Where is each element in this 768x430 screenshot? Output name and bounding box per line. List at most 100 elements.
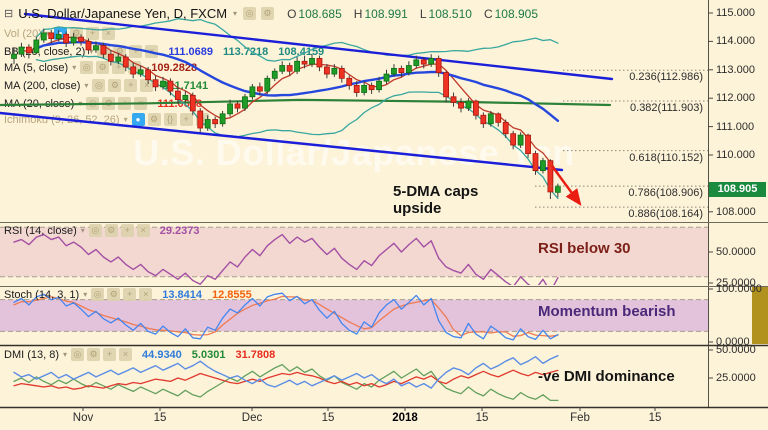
- price-tick-label: 112.000: [716, 92, 755, 105]
- candle: [115, 56, 122, 62]
- dmi-tick-label: 50.0000: [716, 344, 756, 356]
- candle: [458, 102, 464, 109]
- candle: [368, 85, 375, 91]
- eye-icon[interactable]: ◎: [88, 224, 102, 237]
- symbol-title[interactable]: U.S. Dollar/Japanese Yen, D, FXCM: [18, 6, 228, 21]
- dmi-pane[interactable]: [13, 355, 559, 402]
- close-icon[interactable]: ×: [136, 224, 150, 237]
- candle: [547, 160, 554, 193]
- indicator-3-label[interactable]: MA (200, close): [4, 79, 81, 92]
- chevron-down-icon[interactable]: ▾: [80, 226, 85, 235]
- stoch-tick-label: 100.0000: [716, 283, 762, 295]
- dmi-header-value: 5.0301: [191, 348, 226, 361]
- rsi-pane[interactable]: [13, 233, 559, 292]
- gear-icon[interactable]: ⚙: [87, 348, 101, 361]
- dmi-header-label[interactable]: DMI (13, 8): [4, 348, 60, 361]
- collapse-pane-icon[interactable]: ⊟: [4, 8, 14, 20]
- candle: [450, 96, 457, 103]
- price-tick-label: 114.000: [716, 35, 755, 48]
- chevron-down-icon[interactable]: ▾: [84, 81, 89, 90]
- stoch-pane[interactable]: [13, 292, 559, 341]
- gear-icon[interactable]: ⚙: [107, 288, 121, 301]
- main-pane[interactable]: [0, 12, 614, 200]
- chevron-down-icon[interactable]: ▾: [89, 47, 94, 56]
- close-icon[interactable]: ×: [119, 348, 133, 361]
- stoch-header-label[interactable]: Stoch (14, 3, 1): [4, 288, 80, 301]
- bb-upper-line: [35, 18, 559, 62]
- candle: [331, 67, 338, 75]
- candle: [256, 86, 263, 92]
- gear-icon[interactable]: ⚙: [96, 61, 110, 74]
- gear-icon[interactable]: ⚙: [113, 45, 127, 58]
- gear-icon[interactable]: ⚙: [108, 79, 122, 92]
- candle: [413, 59, 420, 66]
- stoch-header-value: 13.8414: [162, 288, 202, 301]
- stoch-header-row: Stoch (14, 3, 1) ▾ ◎ ⚙ + × 13.8414 12.8555: [4, 288, 252, 301]
- price-tick-label: 111.000: [716, 120, 755, 133]
- source-code-icon[interactable]: {}: [163, 113, 177, 126]
- chevron-down-icon[interactable]: ▾: [63, 350, 68, 359]
- chevron-down-icon[interactable]: ▾: [233, 9, 238, 18]
- trendline-2[interactable]: [0, 111, 564, 172]
- candle: [286, 65, 293, 72]
- fib-level-label: 0.786(108.906): [628, 187, 703, 200]
- ohlc-letter: O: [287, 6, 297, 21]
- indicator-1-value: 111.0689: [168, 45, 214, 58]
- eye-icon[interactable]: ◎: [71, 348, 85, 361]
- rsi-line: [13, 233, 559, 285]
- dmi-plus-line: [13, 363, 559, 402]
- add-indicator-icon[interactable]: +: [124, 79, 138, 92]
- rsi-header-value: 29.2373: [159, 224, 200, 237]
- gear-icon[interactable]: ⚙: [147, 113, 161, 126]
- chevron-down-icon[interactable]: ▾: [45, 29, 50, 38]
- indicator-2-label[interactable]: MA (5, close): [4, 61, 69, 74]
- candle: [174, 90, 181, 101]
- trendline-1[interactable]: [23, 12, 614, 81]
- candle: [130, 66, 137, 75]
- close-icon[interactable]: ×: [101, 27, 115, 40]
- candle: [338, 67, 345, 79]
- add-indicator-icon[interactable]: +: [123, 288, 137, 301]
- chevron-down-icon[interactable]: ▾: [72, 63, 77, 72]
- candle: [435, 58, 442, 74]
- eye-icon[interactable]: ◎: [243, 7, 257, 20]
- add-indicator-icon[interactable]: +: [103, 348, 117, 361]
- candle: [472, 100, 479, 116]
- ohlc-value: 108.905: [494, 6, 538, 21]
- candle: [398, 67, 405, 74]
- add-indicator-icon[interactable]: +: [179, 113, 193, 126]
- ohlc-c: C 108.905: [484, 7, 538, 21]
- eye-icon[interactable]: ◎: [80, 61, 94, 74]
- down-arrow[interactable]: [551, 165, 582, 206]
- candle: [487, 113, 494, 125]
- candle: [495, 113, 502, 123]
- candle: [85, 41, 92, 51]
- candle: [264, 77, 271, 92]
- eye-icon[interactable]: ●: [131, 113, 145, 126]
- gear-icon[interactable]: ⚙: [261, 7, 275, 20]
- close-icon[interactable]: ×: [139, 288, 153, 301]
- gear-icon[interactable]: ⚙: [104, 224, 118, 237]
- bb-basis-line: [35, 40, 560, 123]
- date-label: Feb: [570, 412, 590, 424]
- candle: [197, 110, 204, 129]
- rsi-header-values: 29.2373: [160, 225, 200, 237]
- indicator-0-label[interactable]: Vol (20): [4, 27, 42, 40]
- eye-icon[interactable]: ◎: [92, 79, 106, 92]
- candle: [480, 114, 487, 125]
- eye-icon[interactable]: ◎: [91, 288, 105, 301]
- close-icon[interactable]: ×: [140, 79, 154, 92]
- indicator-0-row: Vol (20) ▾ ● ⚙ + ×: [4, 27, 115, 40]
- chevron-down-icon[interactable]: ▾: [83, 290, 88, 299]
- ma200-line: [0, 98, 612, 107]
- add-indicator-icon[interactable]: +: [120, 224, 134, 237]
- candle: [361, 85, 368, 93]
- chevron-down-icon[interactable]: ▾: [123, 115, 128, 124]
- indicator-3-value: 111.7141: [163, 79, 209, 92]
- rsi-header-label[interactable]: RSI (14, close): [4, 224, 77, 237]
- fib-level-label: 0.382(111.903): [630, 101, 703, 114]
- rsi-header-row: RSI (14, close) ▾ ◎ ⚙ + × 29.2373: [4, 224, 200, 237]
- last-price-tag: 108.905: [709, 182, 766, 197]
- ohlc-value: 108.991: [364, 6, 408, 21]
